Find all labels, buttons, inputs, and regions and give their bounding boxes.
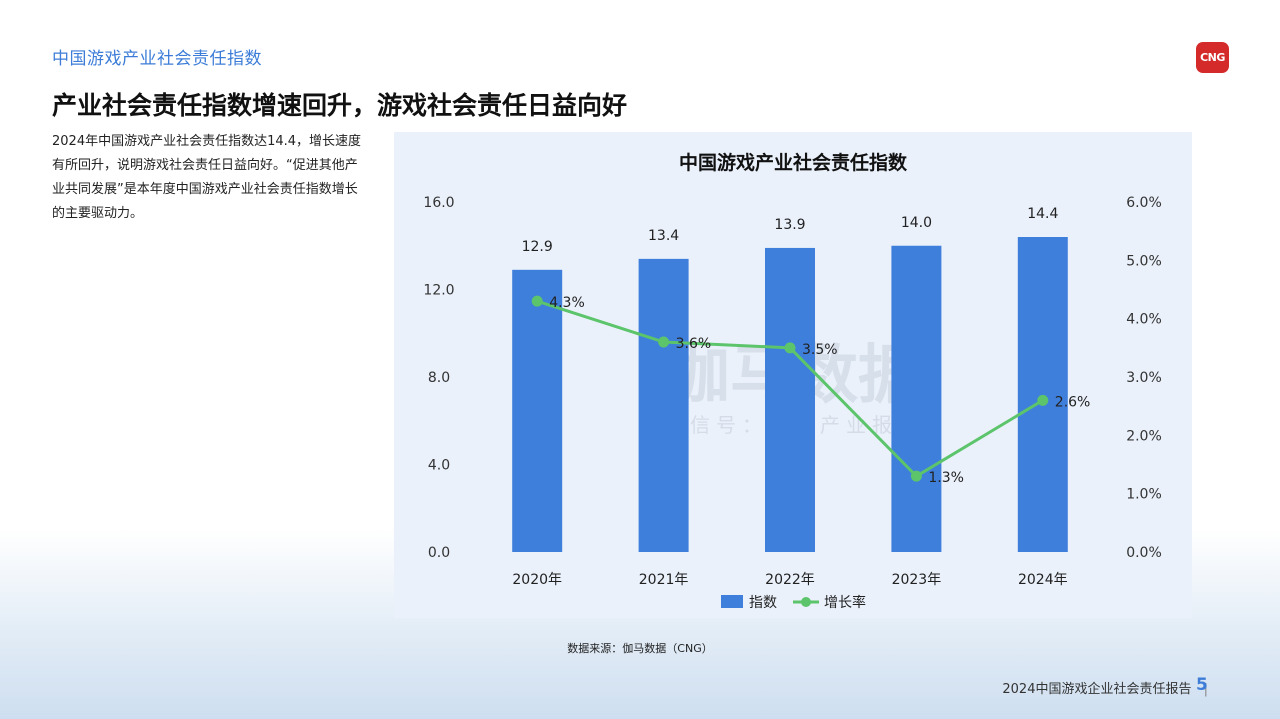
footer-separator: | — [1203, 682, 1208, 697]
growth-rate-label: 2.6% — [1055, 394, 1091, 410]
y-right-tick-label: 6.0% — [1126, 195, 1162, 211]
cng-logo: CNG — [1196, 42, 1229, 73]
legend-bar-label: 指数 — [749, 595, 777, 611]
growth-rate-label: 3.5% — [802, 342, 838, 358]
section-title: 中国游戏产业社会责任指数 — [52, 49, 262, 69]
legend-bar-swatch — [721, 595, 743, 608]
page-headline: 产业社会责任指数增速回升，游戏社会责任日益向好 — [52, 91, 628, 120]
chart-title: 中国游戏产业社会责任指数 — [679, 151, 908, 174]
y-right-tick-label: 0.0% — [1126, 545, 1162, 561]
y-right-tick-label: 4.0% — [1126, 312, 1162, 328]
bar-value-label: 14.0 — [901, 215, 932, 231]
bar-value-label: 14.4 — [1027, 206, 1058, 222]
growth-rate-label: 3.6% — [676, 336, 712, 352]
y-right-tick-label: 5.0% — [1126, 253, 1162, 269]
y-right-tick-label: 3.0% — [1126, 370, 1162, 386]
y-left-tick-label: 16.0 — [423, 195, 454, 211]
y-left-tick-label: 12.0 — [423, 283, 454, 299]
data-source: 数据来源：伽马数据（CNG） — [567, 642, 713, 655]
x-tick-label: 2023年 — [892, 572, 942, 588]
growth-rate-point — [1037, 394, 1049, 406]
y-left-tick-label: 0.0 — [428, 545, 450, 561]
x-tick-label: 2020年 — [512, 572, 562, 588]
bar-value-label: 12.9 — [522, 239, 553, 255]
footer-report-title: 2024中国游戏企业社会责任报告 | — [1002, 678, 1208, 697]
page-number: 5 — [1196, 675, 1208, 695]
y-left-tick-label: 4.0 — [428, 458, 450, 474]
legend-line-marker — [801, 597, 811, 607]
bar-2 — [638, 258, 689, 552]
y-right-tick-label: 2.0% — [1126, 428, 1162, 444]
x-tick-label: 2021年 — [639, 572, 689, 588]
chart: 伽马数据微信号：游戏产业报告中国游戏产业社会责任指数0.04.08.012.01… — [423, 151, 1162, 611]
y-left-tick-label: 8.0 — [428, 370, 450, 386]
x-tick-label: 2022年 — [765, 572, 815, 588]
x-tick-label: 2024年 — [1018, 572, 1068, 588]
y-right-tick-label: 1.0% — [1126, 487, 1162, 503]
bar-value-label: 13.9 — [774, 217, 805, 233]
bar-4 — [891, 245, 942, 552]
growth-rate-label: 4.3% — [549, 295, 585, 311]
bar-3 — [765, 247, 815, 552]
footer-title: 2024中国游戏企业社会责任报告 — [1002, 682, 1192, 697]
bar-5 — [1017, 237, 1068, 552]
growth-rate-point — [784, 342, 796, 354]
bar-value-label: 13.4 — [648, 228, 679, 244]
growth-rate-point — [910, 470, 922, 482]
legend-line-label: 增长率 — [824, 594, 866, 611]
growth-rate-label: 1.3% — [928, 470, 964, 486]
description-text: 2024年中国游戏产业社会责任指数达14.4，增长速度有所回升，说明游戏社会责任… — [52, 134, 362, 221]
growth-rate-point — [531, 295, 543, 307]
bar-1 — [512, 269, 563, 552]
growth-rate-point — [658, 336, 670, 348]
